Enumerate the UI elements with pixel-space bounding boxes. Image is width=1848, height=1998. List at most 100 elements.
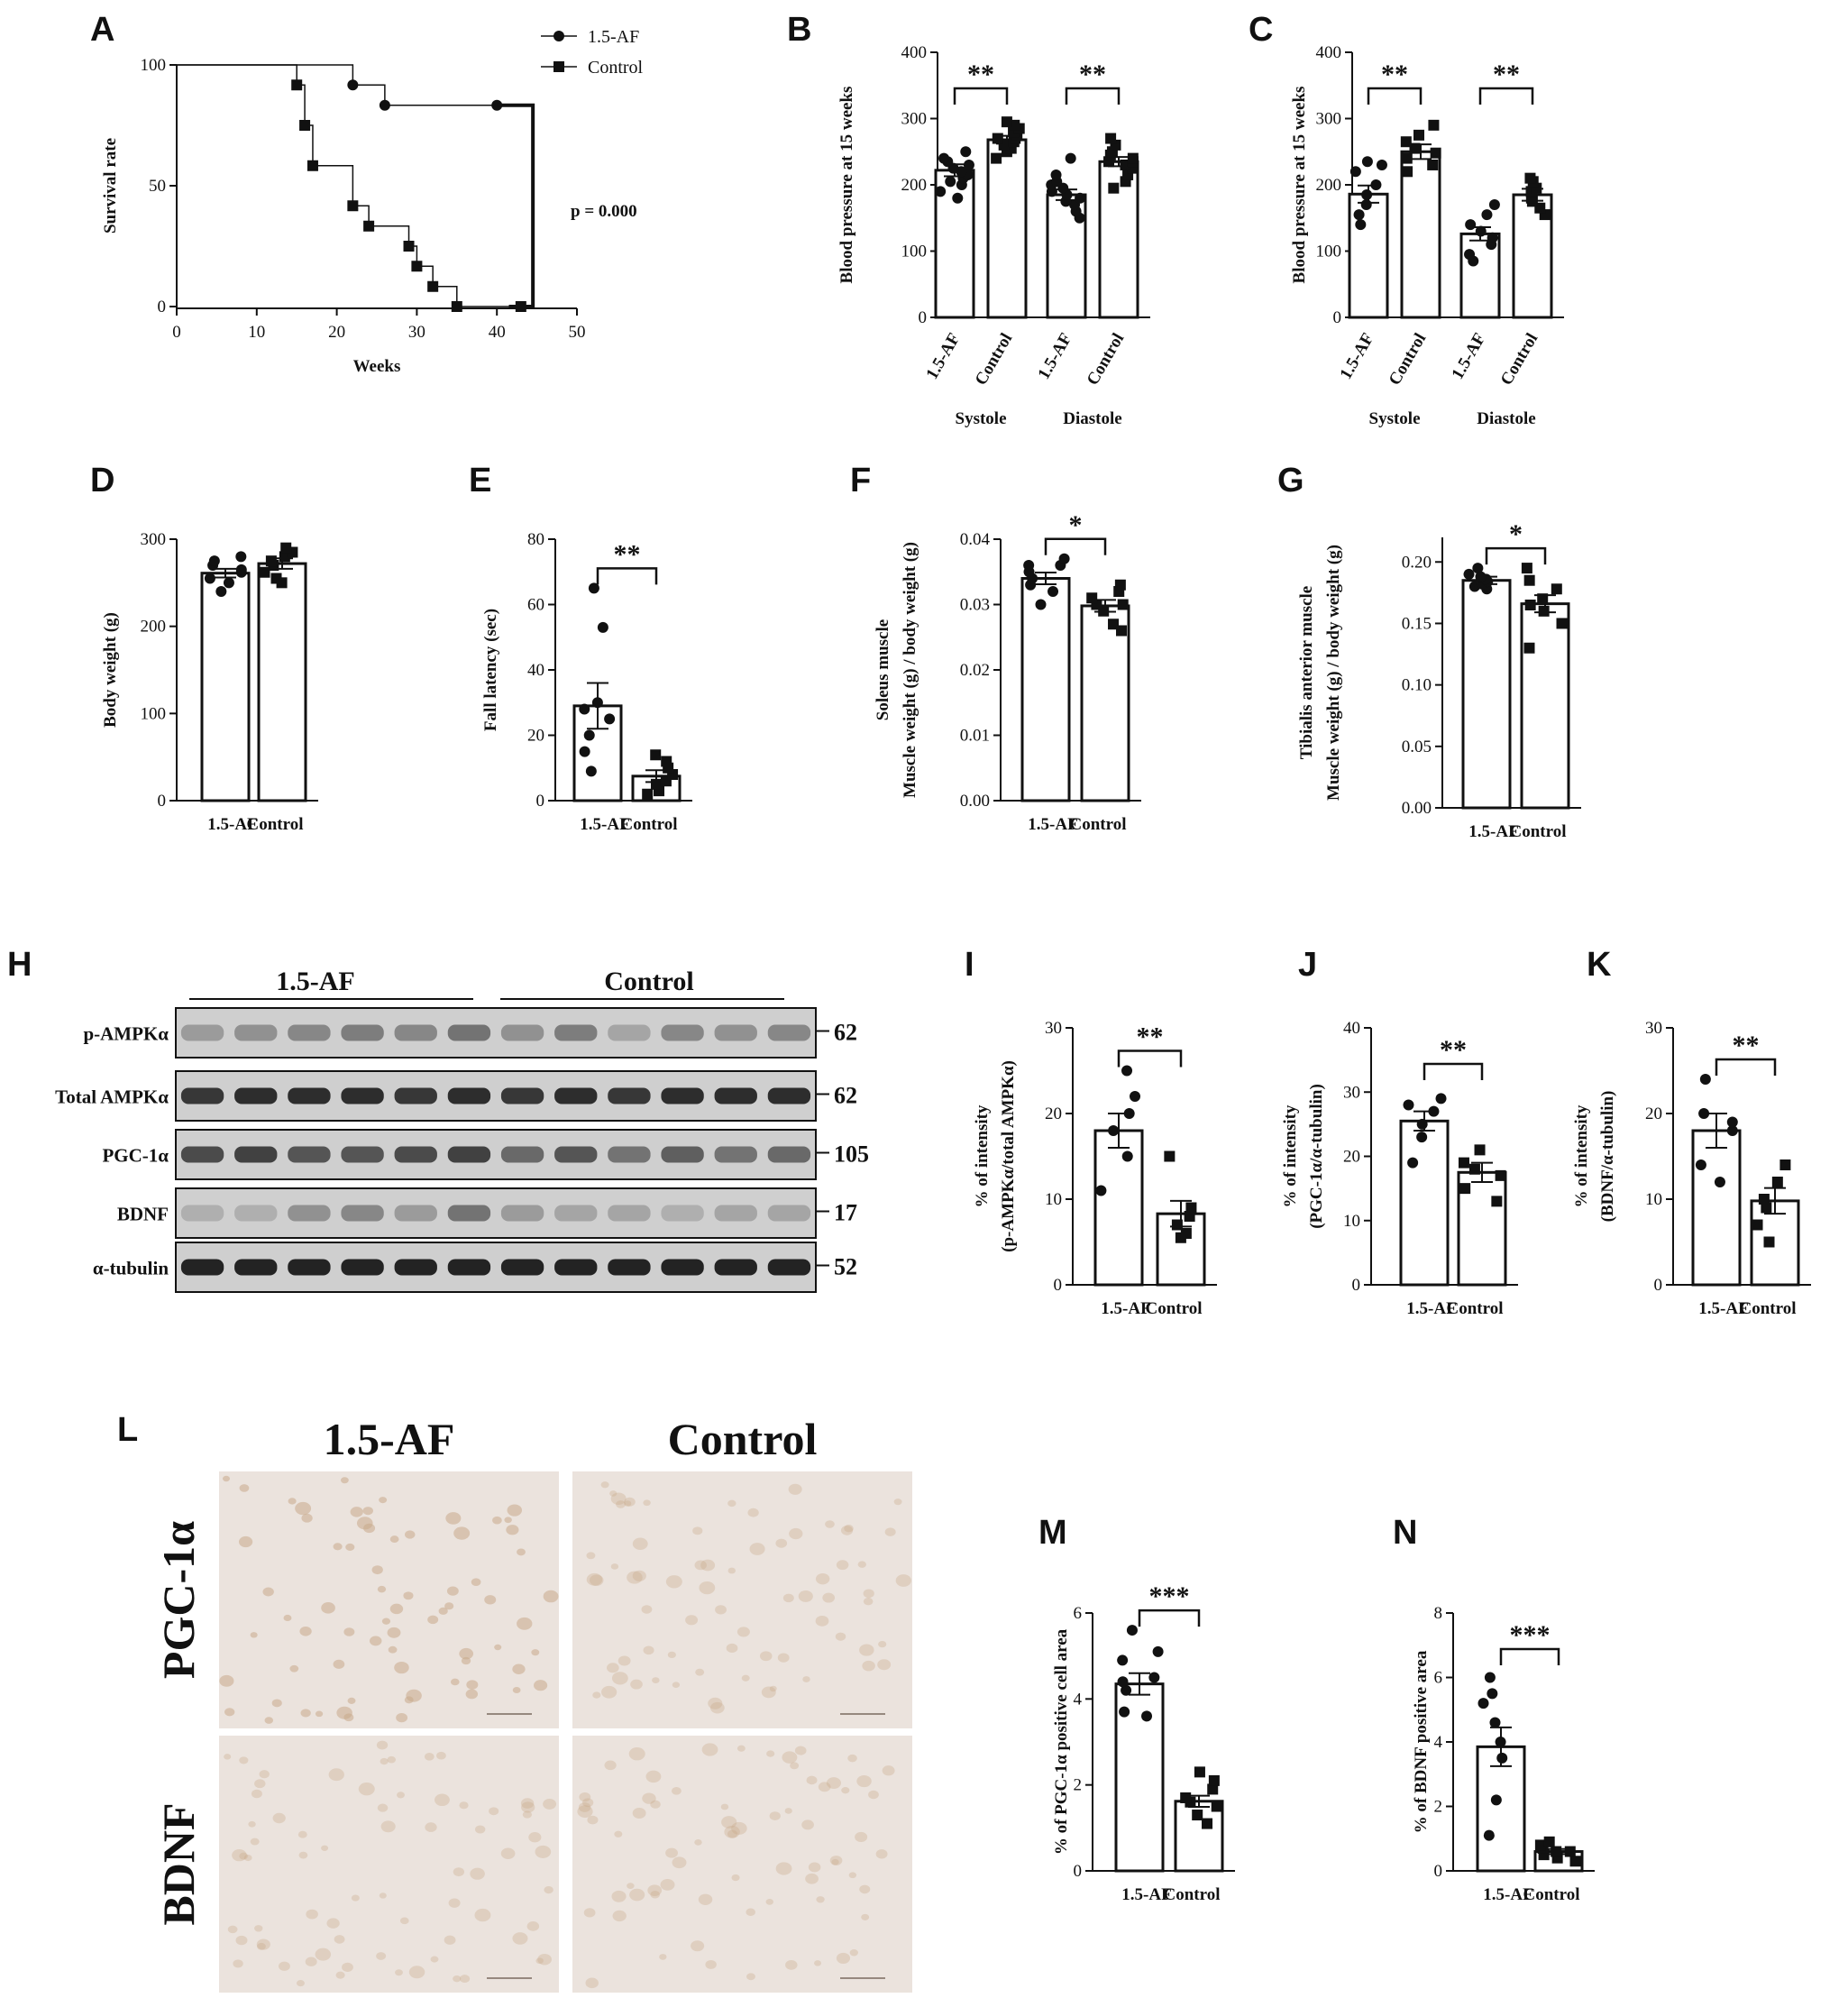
category-label: Control — [247, 815, 304, 834]
ihc-nucleus — [288, 1498, 297, 1505]
ihc-nucleus — [444, 1935, 456, 1945]
ihc-column-label: Control — [668, 1414, 818, 1464]
ihc-nucleus — [489, 1807, 499, 1816]
y-tick-label: 40 — [527, 661, 544, 680]
ihc-nucleus — [775, 1538, 788, 1548]
blot-band — [661, 1259, 704, 1276]
y-axis-label: % of intensity — [1572, 1104, 1591, 1208]
blot-band — [234, 1087, 278, 1104]
ihc-nucleus — [251, 1789, 262, 1799]
y-tick-label: 4 — [1434, 1733, 1443, 1752]
ihc-nucleus — [826, 1777, 842, 1789]
data-point — [938, 152, 950, 164]
significance-bracket — [1485, 546, 1547, 565]
ihc-nucleus — [849, 1949, 858, 1957]
ihc-nucleus — [459, 1801, 469, 1810]
ihc-nucleus — [721, 1816, 737, 1828]
panel-letter-c: C — [1249, 11, 1273, 49]
ihc-nucleus — [698, 1893, 713, 1905]
significance-label: *** — [1510, 1620, 1551, 1650]
y-axis-label: Muscle weight (g) / body weight (g) — [901, 542, 919, 798]
significance-label: ** — [614, 539, 641, 569]
ihc-nucleus — [522, 1810, 533, 1819]
ihc-nucleus — [535, 1957, 544, 1965]
data-point — [1726, 1116, 1738, 1128]
ihc-nucleus — [298, 1851, 308, 1859]
significance-bracket — [953, 87, 1009, 105]
y-tick-label: 0 — [1654, 1276, 1663, 1295]
ihc-nucleus — [272, 1812, 286, 1824]
panel-letter-f: F — [850, 462, 871, 500]
y-axis-label: (BDNF/α-tubulin) — [1598, 1091, 1617, 1223]
ihc-nucleus — [506, 1525, 519, 1535]
category-label: Control — [621, 815, 678, 834]
ihc-nucleus — [377, 1803, 389, 1812]
y-tick-label: 0 — [536, 792, 545, 811]
blot-band — [394, 1024, 437, 1041]
category-label: Control — [1386, 330, 1431, 389]
ihc-nucleus — [582, 1798, 594, 1808]
legend-marker — [553, 61, 564, 72]
ihc-nucleus — [219, 1674, 234, 1687]
data-point — [1108, 1125, 1120, 1136]
ihc-nucleus — [306, 1909, 318, 1920]
data-point — [1121, 1065, 1133, 1077]
ihc-nucleus — [295, 1501, 312, 1516]
ihc-image — [219, 1736, 559, 1993]
ihc-nucleus — [528, 1832, 542, 1843]
ihc-nucleus — [399, 1917, 409, 1925]
data-point — [1360, 199, 1372, 211]
ihc-nucleus — [863, 1589, 874, 1599]
ihc-nucleus — [297, 1830, 307, 1838]
ihc-nucleus — [223, 1475, 230, 1482]
ihc-nucleus — [701, 1743, 718, 1756]
ihc-row-label: PGC-1α — [153, 1521, 204, 1679]
ihc-nucleus — [380, 1820, 396, 1833]
ihc-nucleus — [769, 1685, 777, 1692]
ihc-nucleus — [632, 1570, 646, 1581]
category-label: 1.5-AF — [922, 330, 964, 382]
ihc-nucleus — [494, 1644, 502, 1651]
y-axis-label: (PGC-1α/α-tubulin) — [1307, 1084, 1326, 1229]
y-axis-label: % of intensity — [1281, 1104, 1300, 1208]
ihc-nucleus — [239, 1756, 249, 1764]
data-point — [1435, 1093, 1447, 1104]
blot-band — [447, 1205, 491, 1222]
blot-band — [554, 1259, 598, 1276]
panel-letter-b: B — [787, 11, 811, 49]
data-point — [1058, 553, 1070, 564]
blot-band — [288, 1087, 331, 1104]
ihc-nucleus — [746, 1973, 755, 1981]
ihc-nucleus — [504, 1517, 512, 1524]
ihc-nucleus — [614, 1830, 623, 1838]
ihc-nucleus — [243, 1854, 252, 1862]
series-line — [177, 64, 498, 106]
blot-band — [661, 1146, 704, 1163]
x-tick-label: 20 — [328, 323, 345, 342]
ihc-nucleus — [250, 1632, 258, 1638]
ihc-nucleus — [388, 1645, 398, 1654]
data-point — [1698, 1108, 1710, 1119]
ihc-nucleus — [379, 1497, 388, 1504]
ihc-nucleus — [585, 1977, 599, 1989]
data-point — [235, 551, 247, 563]
ihc-nucleus — [459, 1647, 474, 1660]
ihc-nucleus — [592, 1691, 601, 1699]
y-tick-label: 0 — [1054, 1276, 1063, 1295]
data-point — [1353, 209, 1365, 221]
ihc-nucleus — [235, 1935, 248, 1946]
panel-letter-g: G — [1277, 462, 1304, 500]
y-axis-label: % of intensity — [973, 1104, 992, 1208]
ihc-nucleus — [895, 1574, 911, 1587]
significance-bracket — [1423, 1062, 1484, 1080]
ihc-nucleus — [790, 1762, 800, 1770]
y-tick-label: 100 — [1316, 243, 1342, 261]
x-tick-label: 30 — [408, 323, 425, 342]
data-point — [1475, 571, 1487, 582]
blot-band — [180, 1205, 224, 1222]
y-tick-label: 30 — [1045, 1019, 1062, 1038]
category-label: Control — [1146, 1299, 1203, 1318]
ihc-nucleus — [474, 1908, 491, 1922]
blot-band — [180, 1259, 224, 1276]
significance-label: * — [1509, 519, 1523, 549]
